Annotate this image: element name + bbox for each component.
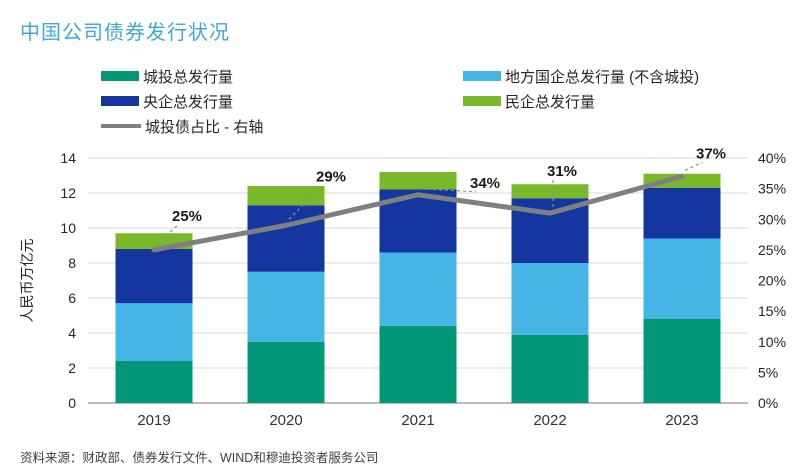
bar-segment-2019 — [115, 361, 193, 403]
right-axis-tick: 10% — [758, 334, 786, 350]
right-axis-tick: 15% — [758, 303, 786, 319]
ratio-point-label: 25% — [172, 208, 202, 225]
left-axis-tick: 6 — [68, 290, 76, 306]
x-axis-label: 2021 — [401, 412, 434, 429]
legend-label: 民企总发行量 — [505, 93, 596, 111]
legend-line-swatch — [101, 124, 141, 128]
legend-item: 央企总发行量 — [101, 93, 263, 111]
left-axis-tick: 14 — [60, 150, 76, 166]
legend-item: 地方国企总发行量 (不含城投) — [463, 68, 700, 86]
bar-segment-2019 — [115, 303, 193, 361]
right-axis-tick: 35% — [758, 181, 786, 197]
bar-segment-2020 — [247, 205, 325, 272]
callout-line — [684, 161, 703, 171]
ratio-point-label: 37% — [696, 145, 726, 162]
bar-segment-2022 — [511, 334, 589, 403]
x-axis-label: 2019 — [137, 412, 170, 429]
x-axis-label: 2023 — [665, 412, 698, 429]
legend-color-swatch — [101, 96, 139, 106]
left-axis-title: 人民币万亿元 — [19, 239, 35, 323]
ratio-line — [151, 173, 685, 253]
callout-line — [288, 184, 323, 220]
legend-column-2: 地方国企总发行量 (不含城投) 民企总发行量 — [463, 68, 699, 118]
legend-color-swatch — [463, 96, 501, 106]
right-axis-tick: 5% — [758, 364, 778, 380]
right-axis-tick: 25% — [758, 242, 786, 258]
bar-segment-2023 — [643, 238, 721, 319]
right-axis-tick: 30% — [758, 211, 786, 227]
x-axis-label: 2022 — [533, 412, 566, 429]
legend-label: 地方国企总发行量 (不含城投) — [505, 68, 700, 86]
legend-column-1: 城投总发行量 央企总发行量城投债占比 - 右轴 — [101, 68, 263, 143]
bar-segment-2021 — [379, 252, 457, 326]
legend-label: 央企总发行量 — [143, 93, 234, 111]
legend-item: 城投总发行量 — [101, 68, 263, 86]
bar-segment-2020 — [247, 271, 325, 342]
left-axis-tick: 8 — [68, 255, 76, 271]
ratio-point-label: 29% — [316, 168, 346, 185]
bar-segment-2020 — [247, 186, 325, 206]
bar-segment-2021 — [379, 326, 457, 403]
bar-segment-2020 — [247, 341, 325, 403]
bar-segment-2019 — [115, 249, 193, 304]
x-axis-label: 2020 — [269, 412, 302, 429]
left-axis-tick: 10 — [60, 220, 76, 236]
left-axis-tick: 2 — [68, 360, 76, 376]
source-note: 资料来源：财政部、债券发行文件、WIND和穆迪投资者服务公司 — [20, 451, 379, 465]
legend-item: 民企总发行量 — [463, 93, 699, 111]
legend-item: 城投债占比 - 右轴 — [101, 118, 264, 136]
bar-segment-2022 — [511, 184, 589, 199]
legend-label: 城投总发行量 — [143, 68, 234, 86]
legend-color-swatch — [463, 71, 501, 81]
legend-label: 城投债占比 - 右轴 — [145, 118, 264, 136]
right-axis-tick: 0% — [758, 395, 778, 411]
bar-segment-2021 — [379, 172, 457, 190]
right-axis-tick: 40% — [758, 150, 786, 166]
left-axis-tick: 4 — [68, 325, 76, 341]
ratio-point-label: 31% — [547, 163, 577, 180]
bar-segment-2023 — [643, 187, 721, 239]
callout-line — [156, 224, 179, 245]
ratio-point-label: 34% — [470, 175, 500, 192]
bar-segment-2022 — [511, 263, 589, 335]
right-axis-tick: 20% — [758, 273, 786, 289]
page-title: 中国公司债券发行状况 — [20, 22, 230, 44]
left-axis-tick: 0 — [68, 395, 76, 411]
legend-color-swatch — [101, 71, 139, 81]
bar-segment-2023 — [643, 319, 721, 403]
left-axis-tick: 12 — [60, 185, 76, 201]
